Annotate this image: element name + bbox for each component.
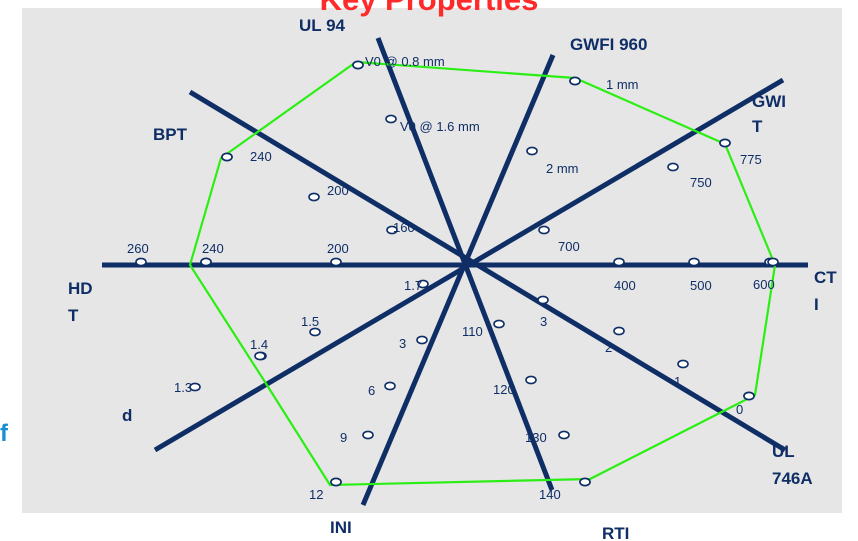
tick-label: 1.7 — [404, 278, 422, 293]
tick-marker — [677, 359, 689, 369]
series-point-cti — [767, 257, 779, 267]
tick-marker — [493, 319, 505, 329]
tick-label: 140 — [539, 487, 561, 502]
axis-label-rti: RTI — [602, 524, 629, 541]
tick-label: 1.3 — [174, 380, 192, 395]
tick-label: 750 — [690, 175, 712, 190]
tick-marker — [384, 381, 396, 391]
tick-label: 1 mm — [606, 77, 639, 92]
axis-label-ul94: UL 94 — [299, 16, 346, 35]
series-point-rti — [579, 477, 591, 487]
tick-marker — [330, 257, 342, 267]
tick-label: 2 mm — [546, 161, 579, 176]
tick-label: 120 — [493, 382, 515, 397]
tick-marker — [613, 326, 625, 336]
tick-marker — [362, 430, 374, 440]
tick-marker — [416, 335, 428, 345]
series-point-ul94 — [352, 60, 364, 70]
tick-marker — [135, 257, 147, 267]
axis-line-ul746a-bpt — [188, 89, 787, 453]
axis-label-hdt: HD — [68, 279, 93, 298]
tick-label: 110 — [462, 324, 483, 339]
axis-label-cti: I — [814, 295, 819, 314]
tick-label: 2 — [605, 340, 612, 355]
tick-label: 130 — [525, 430, 547, 445]
series-point-gwfi — [569, 76, 581, 86]
axis-label-hdt: T — [68, 306, 79, 325]
tick-label: 200 — [327, 241, 349, 256]
series-point-gwit — [719, 138, 731, 148]
axes-layer — [102, 37, 808, 506]
tick-marker — [386, 225, 398, 235]
tick-label: 240 — [250, 149, 272, 164]
tick-marker — [189, 382, 201, 392]
series-point-ul746a — [743, 391, 755, 401]
polygon-layer — [188, 60, 777, 487]
tick-label: 775 — [740, 152, 762, 167]
tick-marker — [309, 327, 321, 337]
axis-label-ul746a: 746A — [772, 469, 813, 488]
axis-label-gwit: T — [752, 117, 763, 136]
tick-label: 500 — [690, 278, 712, 293]
tick-marker — [538, 225, 550, 235]
tick-marker — [526, 146, 538, 156]
tick-label: 1 — [674, 374, 681, 389]
tick-label: V0 @ 0.8 mm — [365, 54, 445, 69]
axis-line-gwfi-ini — [360, 54, 556, 506]
tick-marker — [525, 375, 537, 385]
tick-label: 200 — [327, 183, 349, 198]
axis-label-ul746a: UL — [772, 442, 795, 461]
tick-marker — [417, 279, 429, 289]
tick-label: 3 — [399, 336, 406, 351]
series-point-bpt — [221, 152, 233, 162]
tick-label: 12 — [309, 487, 323, 502]
tick-label: 9 — [340, 430, 347, 445]
axis-label-d: d — [122, 406, 132, 425]
tick-label: 600 — [753, 277, 775, 292]
tick-label: 700 — [558, 239, 580, 254]
axis-label-gwfi: GWFI 960 — [570, 35, 647, 54]
tick-label: 3 — [540, 314, 547, 329]
tick-marker — [537, 295, 549, 305]
series-point-d — [254, 351, 266, 361]
tick-label: 400 — [614, 278, 636, 293]
series-point-hdt — [200, 257, 212, 267]
markers-layer — [135, 60, 779, 487]
series-point-ini — [330, 477, 342, 487]
tick-label: 240 — [202, 241, 224, 256]
axis-label-cti: CT — [814, 268, 837, 287]
tick-marker — [558, 430, 570, 440]
tick-label: 260 — [127, 241, 149, 256]
side-letter: f — [0, 420, 8, 447]
tick-label: V0 @ 1.6 mm — [400, 119, 480, 134]
axis-label-ini: INI — [330, 518, 352, 537]
tick-marker — [688, 257, 700, 267]
tick-label: 1.5 — [301, 314, 319, 329]
axis-label-gwit: GWI — [752, 92, 786, 111]
tick-marker — [613, 257, 625, 267]
tick-label: 6 — [368, 383, 375, 398]
axis-label-bpt: BPT — [153, 125, 188, 144]
tick-marker — [667, 162, 679, 172]
tick-marker — [385, 114, 397, 124]
tick-marker — [308, 192, 320, 202]
tick-label: 1.4 — [250, 337, 268, 352]
chart-background — [22, 8, 842, 513]
series-polygon — [188, 60, 777, 487]
tick-label: 0 — [736, 402, 743, 417]
tick-label: 160 — [393, 220, 415, 235]
chart-title: Key Properties — [0, 0, 858, 18]
